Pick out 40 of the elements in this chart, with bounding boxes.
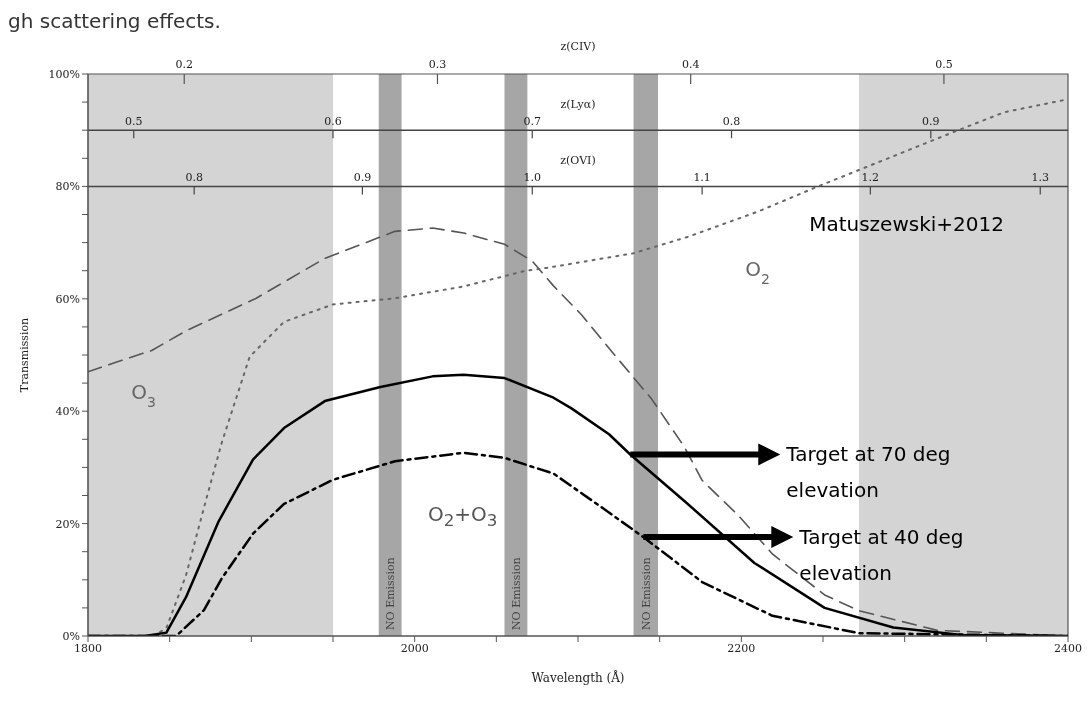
annotation: 0.8	[185, 171, 203, 185]
band-label: NO Emission	[384, 557, 398, 630]
x-tick-label: 2200	[727, 641, 756, 655]
x2-tick-label: 0.2	[175, 58, 193, 71]
annotation: 0.8	[722, 115, 741, 129]
y-tick-label: 20%	[55, 517, 80, 531]
annotation: 1.0	[523, 171, 542, 185]
x-tick-label: 2000	[400, 641, 429, 655]
y-tick-label: 100%	[48, 67, 80, 81]
x-tick-label: 2400	[1054, 641, 1082, 655]
ref-line-label: z(Lyα)	[560, 98, 596, 112]
y-axis-title: Transmission	[17, 317, 31, 393]
legend-label: Target at 40 deg elevation	[798, 525, 964, 586]
annotation: Matuszewski+2012	[809, 212, 1004, 236]
x2-tick-label: 0.5	[935, 58, 953, 71]
annotation: 0.5	[124, 115, 143, 129]
y-tick-label: 40%	[55, 405, 80, 419]
ref-line-label: z(OVI)	[560, 154, 596, 168]
x-tick-label: 1800	[74, 641, 102, 655]
annotation: 0.6	[324, 115, 342, 129]
annotation: 1.2	[861, 171, 880, 185]
annotation: O$_{2}$+O$_{3}$	[428, 502, 498, 530]
annotation: 0.9	[922, 115, 940, 129]
legend-label: Target at 70 deg elevation	[785, 442, 951, 503]
series-label: O$_{3}$	[131, 379, 157, 410]
y-tick-label: 0%	[62, 629, 80, 643]
annotation: 1.3	[1031, 171, 1049, 185]
x-axis-title: Wavelength (Å)	[531, 670, 625, 685]
band-label: NO Emission	[509, 557, 523, 630]
annotation: 0.9	[353, 171, 372, 185]
annotation: 0.7	[523, 115, 542, 129]
text: gh scattering effects.	[8, 8, 222, 34]
x2-tick-label: 0.4	[681, 58, 700, 71]
series-label: O$_{2}$	[745, 256, 770, 287]
x2-axis-title: z(CIV)	[560, 40, 596, 53]
y-tick-label: 60%	[55, 292, 80, 306]
x2-tick-label: 0.3	[428, 58, 447, 71]
annotation: 1.1	[693, 171, 711, 185]
y-tick-label: 80%	[55, 180, 80, 194]
band-label: NO Emission	[639, 557, 653, 630]
